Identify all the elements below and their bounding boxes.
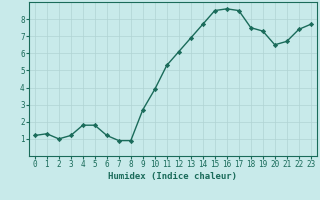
- X-axis label: Humidex (Indice chaleur): Humidex (Indice chaleur): [108, 172, 237, 181]
